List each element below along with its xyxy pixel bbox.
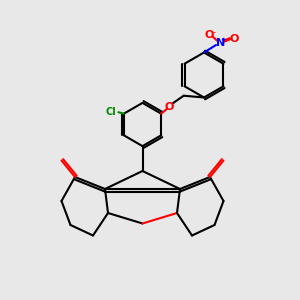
Text: O: O [165,102,174,112]
Text: +: + [220,37,226,43]
Text: N: N [216,38,225,48]
Text: -: - [212,28,215,37]
Text: O: O [204,30,214,40]
Text: Cl: Cl [106,107,116,117]
Text: O: O [229,34,239,44]
